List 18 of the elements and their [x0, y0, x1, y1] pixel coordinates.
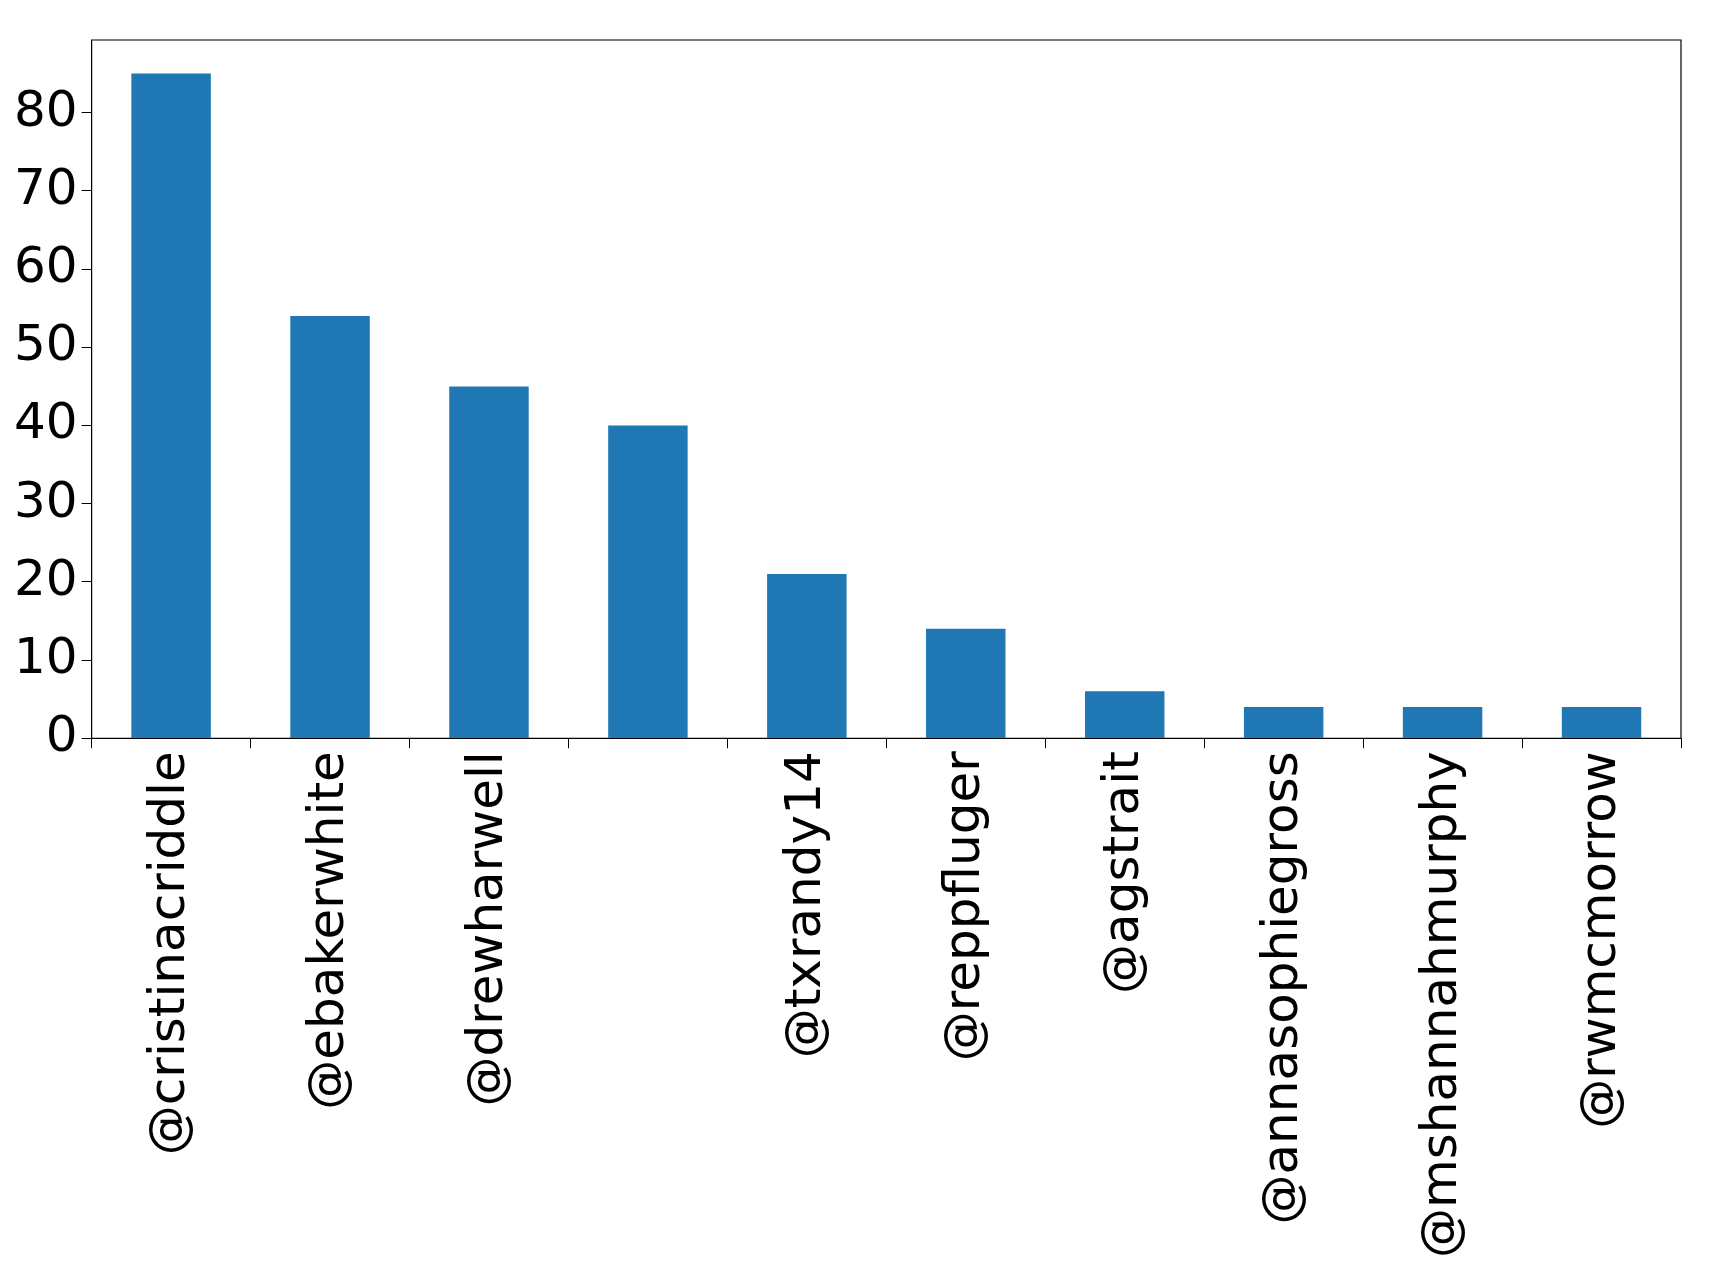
x-tick-label: @txrandy14: [773, 751, 832, 1059]
x-tick-label: @cristinacriddle: [138, 751, 197, 1156]
y-tick-label: 30: [14, 470, 78, 529]
y-tick-label: 10: [14, 627, 78, 686]
x-tick-label: @ebakerwhite: [297, 751, 356, 1110]
y-tick-label: 70: [14, 157, 78, 216]
y-tick-label: 20: [14, 548, 78, 607]
x-tick-label: @rwmcmorrow: [1568, 751, 1627, 1129]
x-tick-label: @reppfluger: [932, 750, 991, 1062]
y-tick-label: 50: [14, 314, 78, 373]
y-tick-label: 0: [45, 705, 78, 764]
y-tick-label: 80: [14, 79, 78, 138]
y-tick-label: 40: [14, 392, 78, 451]
x-tick-label: @drewharwell: [455, 751, 514, 1107]
y-tick-label: 60: [14, 236, 78, 295]
x-tick-label: @annasophiegross: [1250, 751, 1309, 1225]
x-tick-label: @agstrait: [1091, 751, 1150, 994]
x-tick-label: @mshannahmurphy: [1409, 751, 1468, 1258]
